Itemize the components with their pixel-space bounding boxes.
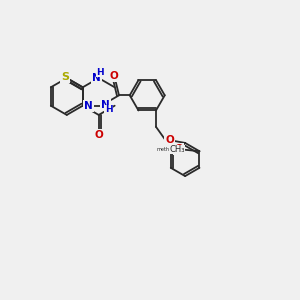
Text: methoxy: methoxy — [157, 147, 178, 152]
Text: O: O — [110, 71, 118, 81]
Text: S: S — [61, 72, 69, 82]
Text: O: O — [94, 130, 103, 140]
Text: H: H — [96, 68, 104, 76]
Text: O: O — [174, 144, 183, 154]
Text: N: N — [101, 100, 110, 110]
Text: CH₃: CH₃ — [169, 145, 185, 154]
Text: H: H — [105, 105, 113, 114]
Text: O: O — [165, 136, 174, 146]
Text: N: N — [84, 101, 92, 111]
Text: N: N — [92, 73, 101, 83]
